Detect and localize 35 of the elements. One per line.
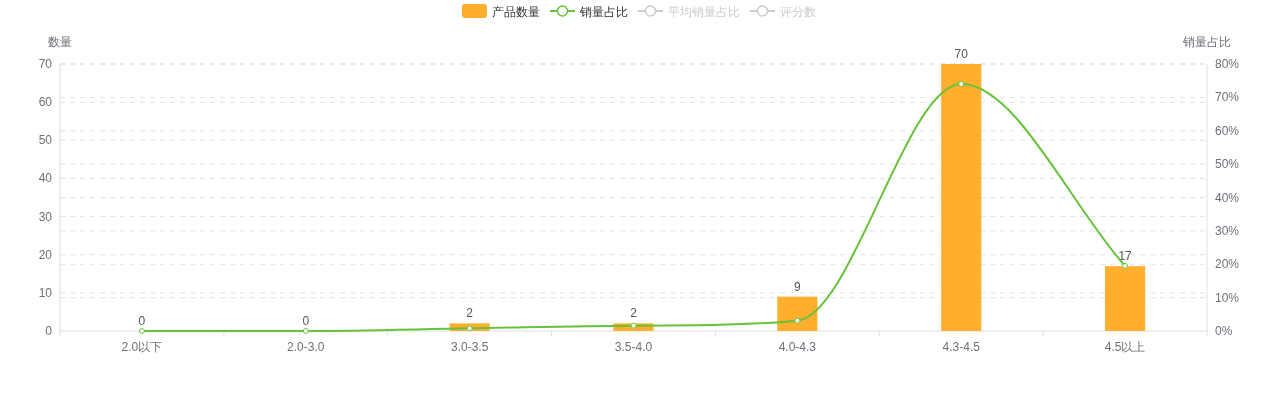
x-tick-label: 4.5以上 [1104,340,1146,354]
x-tick-label: 4.0-4.3 [778,340,817,354]
y2-tick-label: 20% [1215,257,1240,272]
x-tick-label: 2.0以下 [121,340,163,354]
legend-label: 产品数量 [492,4,540,19]
y2-tick-label: 80% [1215,57,1240,71]
y2-tick-label: 10% [1215,290,1240,305]
y-tick-label: 60 [38,95,53,110]
x-tick-label: 3.0-3.5 [450,340,489,354]
y-tick-label: 70 [38,57,53,71]
x-tick-label: 2.0-3.0 [287,340,325,354]
x-tick-label: 4.3-4.5 [942,340,981,354]
y-axis-title: 数量 [48,35,72,49]
data-label: 2 [466,306,474,321]
y-tick-label: 0 [45,324,53,338]
y-tick-label: 20 [38,247,53,262]
data-label: 9 [794,279,802,294]
data-label: 0 [138,314,146,328]
y2-tick-label: 60% [1215,123,1240,138]
y2-tick-label: 40% [1215,190,1240,205]
y2-tick-label: 0% [1215,324,1233,338]
data-label: 70 [954,47,969,61]
data-label: 0 [302,314,310,328]
y-tick-label: 10 [38,285,53,300]
x-tick-label: 3.5-4.0 [614,340,653,354]
y-tick-label: 30 [38,209,53,224]
y-tick-label: 50 [38,133,53,148]
y-tick-label: 40 [38,171,53,186]
y2-tick-label: 50% [1215,157,1240,172]
data-label: 2 [630,306,638,321]
y2-tick-label: 30% [1215,223,1240,238]
y2-tick-label: 70% [1215,90,1240,105]
y2-axis-title: 销量占比 [1182,35,1231,49]
legend-label: 销量占比 [579,4,628,19]
data-label: 17 [1118,249,1133,264]
